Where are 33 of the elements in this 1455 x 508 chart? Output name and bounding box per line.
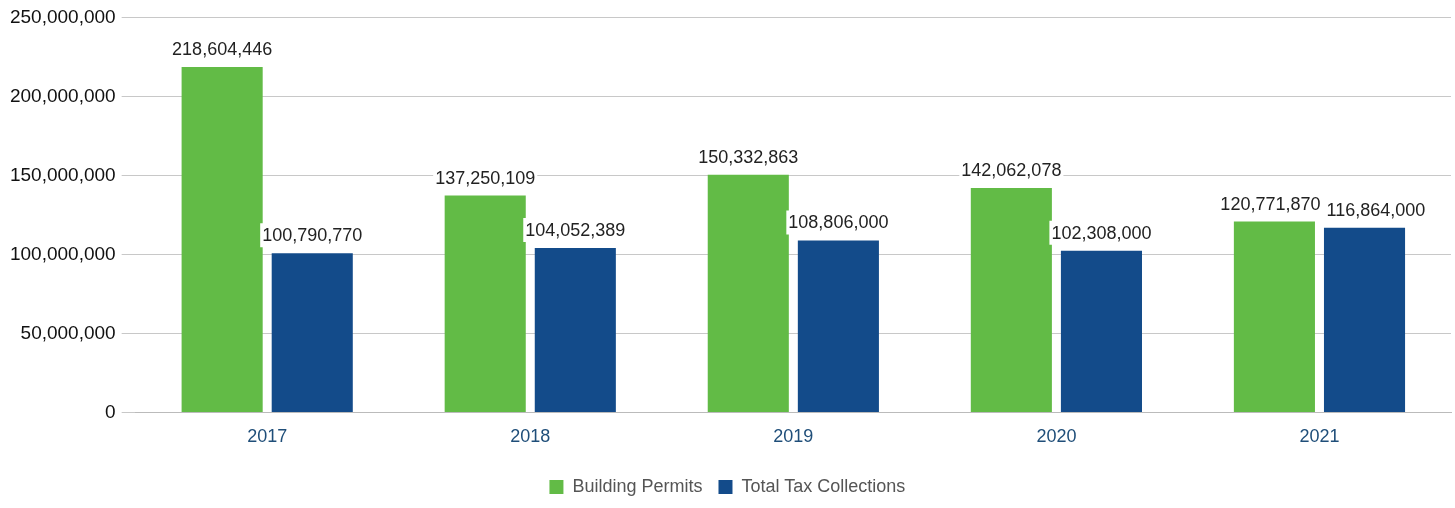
data-label: 218,604,446 (172, 38, 273, 59)
y-tick-label: 200,000,000 (9, 84, 116, 106)
bar (534, 248, 616, 412)
bar (1233, 221, 1315, 412)
data-label: 142,062,078 (961, 159, 1062, 180)
y-tick-label: 150,000,000 (9, 163, 116, 185)
x-tick-label: 2019 (773, 426, 814, 447)
y-tick-label: 0 (105, 400, 116, 422)
bar (970, 187, 1052, 412)
bar (1323, 227, 1406, 412)
data-label: 100,790,770 (262, 225, 363, 246)
bar (271, 253, 353, 412)
x-tick-label: 2020 (1036, 426, 1077, 447)
data-label: 108,806,000 (788, 212, 889, 233)
data-label: 104,052,389 (525, 219, 626, 240)
legend-label: Total Tax Collections (741, 475, 906, 496)
data-label: 150,332,863 (698, 146, 799, 167)
bar (707, 174, 789, 412)
data-label: 102,308,000 (1051, 222, 1152, 243)
x-tick-label: 2021 (1299, 426, 1340, 447)
data-label: 137,250,109 (435, 167, 536, 188)
bar (181, 67, 263, 412)
bar (1060, 250, 1142, 412)
y-tick-label: 50,000,000 (20, 321, 116, 343)
bar (444, 195, 526, 412)
bar (797, 240, 879, 412)
x-tick-label: 2017 (247, 426, 288, 447)
x-tick-label: 2018 (510, 426, 551, 447)
y-tick-label: 100,000,000 (9, 242, 116, 264)
y-tick-label: 250,000,000 (9, 5, 116, 27)
data-label: 116,864,000 (1326, 199, 1426, 220)
data-label: 120,771,870 (1220, 193, 1321, 214)
legend-label: Building Permits (572, 475, 703, 496)
